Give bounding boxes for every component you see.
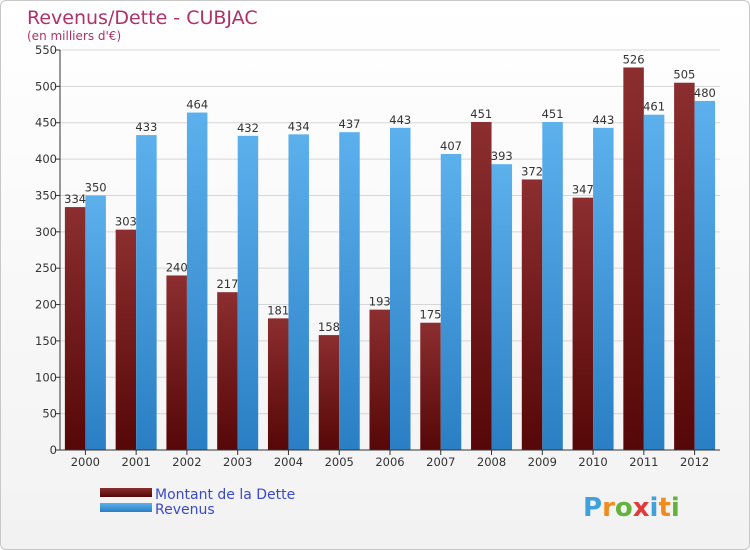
data-label-revenus-2006: 443 <box>389 113 411 127</box>
data-label-dette-2004: 181 <box>267 303 289 317</box>
y-tick-label: 400 <box>35 152 57 166</box>
y-tick-label: 50 <box>42 407 57 421</box>
bar-revenus-2011 <box>643 114 665 451</box>
bar-dette-2010 <box>572 197 594 450</box>
y-axis-ticks: 0 50 100 150 200 250 300 350 400 450 500 550 <box>35 43 60 457</box>
x-axis-ticks: 2000 2001 2002 2003 2004 2005 2006 2007 2008 2009… <box>71 450 709 469</box>
logo-letter: t <box>658 493 670 523</box>
x-tick-label-2012: 2012 <box>680 455 709 469</box>
bar-revenus-2010 <box>593 127 614 451</box>
bar-revenus-2012 <box>694 100 716 450</box>
data-label-dette-2010: 347 <box>572 183 594 197</box>
x-tick-label-2000: 2000 <box>71 455 100 469</box>
bar-dette-2001 <box>115 229 137 450</box>
x-tick-label-2004: 2004 <box>274 455 303 469</box>
logo-letter: i <box>671 493 680 523</box>
data-label-dette-2008: 451 <box>470 107 492 121</box>
chart-subtitle: (en milliers d'€) <box>27 29 121 43</box>
y-tick-label: 350 <box>35 188 57 202</box>
x-tick-label-2006: 2006 <box>375 455 404 469</box>
data-label-revenus-2007: 407 <box>440 139 462 153</box>
data-label-dette-2012: 505 <box>673 68 695 82</box>
x-tick-label-2008: 2008 <box>477 455 506 469</box>
data-label-revenus-2000: 350 <box>85 180 107 194</box>
x-tick-label-2009: 2009 <box>528 455 557 469</box>
logo-letter: i <box>650 493 659 523</box>
bar-dette-2006 <box>369 309 390 450</box>
data-label-dette-2003: 217 <box>216 277 238 291</box>
bar-dette-2003 <box>217 292 238 450</box>
bar-revenus-2006 <box>390 127 411 451</box>
y-tick-label: 300 <box>35 225 57 239</box>
chart-title: Revenus/Dette - CUBJAC <box>27 7 258 29</box>
bar-dette-2000 <box>64 207 86 450</box>
bar-revenus-2003 <box>237 135 259 450</box>
logo-letter: o <box>615 493 633 523</box>
data-label-dette-2000: 334 <box>64 192 86 206</box>
x-tick-label-2007: 2007 <box>426 455 455 469</box>
bar-revenus-2005 <box>339 132 360 450</box>
data-label-dette-2007: 175 <box>420 308 442 322</box>
y-tick-label: 150 <box>35 334 57 348</box>
x-tick-label-2011: 2011 <box>629 455 658 469</box>
y-tick-label: 550 <box>35 43 57 57</box>
logo-letter: P <box>583 493 602 523</box>
bar-revenus-2004 <box>288 134 309 450</box>
bar-dette-2002 <box>166 275 187 450</box>
data-label-revenus-2010: 443 <box>592 113 614 127</box>
y-tick-label: 450 <box>35 116 57 130</box>
logo-letter: r <box>602 493 615 523</box>
data-label-revenus-2008: 393 <box>491 149 513 163</box>
bar-dette-2007 <box>420 322 441 450</box>
y-tick-label: 0 <box>50 443 57 457</box>
bar-dette-2012 <box>674 82 695 451</box>
data-label-dette-2011: 526 <box>623 52 645 66</box>
x-tick-label-2005: 2005 <box>325 455 354 469</box>
y-tick-label: 100 <box>35 370 57 384</box>
x-tick-label-2010: 2010 <box>578 455 607 469</box>
bar-dette-2004 <box>267 318 289 450</box>
bar-dette-2008 <box>471 122 492 450</box>
data-label-dette-2005: 158 <box>318 320 340 334</box>
logo-letter: x <box>633 493 650 523</box>
legend-label-revenus: Revenus <box>155 502 215 518</box>
y-tick-label: 500 <box>35 79 57 93</box>
bar-dette-2005 <box>318 335 340 450</box>
data-label-dette-2006: 193 <box>369 295 391 309</box>
y-tick-label: 250 <box>35 261 57 275</box>
data-label-revenus-2012: 480 <box>694 86 716 100</box>
proxiti-logo: Proxiti <box>583 493 680 523</box>
data-label-revenus-2002: 464 <box>186 98 208 112</box>
data-label-revenus-2009: 451 <box>542 107 564 121</box>
bar-revenus-2000 <box>85 195 106 450</box>
data-label-revenus-2011: 461 <box>643 100 665 114</box>
bar-revenus-2002 <box>186 112 208 450</box>
data-label-revenus-2003: 432 <box>237 121 259 135</box>
data-label-revenus-2005: 437 <box>339 117 361 131</box>
bar-dette-2009 <box>521 179 543 451</box>
legend-swatch-debt <box>100 488 152 497</box>
axes <box>59 50 720 451</box>
y-tick-label: 200 <box>35 298 57 312</box>
x-tick-label-2003: 2003 <box>223 455 252 469</box>
bar-revenus-2007 <box>440 154 462 450</box>
legend-label-debt: Montant de la Dette <box>155 487 295 503</box>
bar-revenus-2001 <box>136 135 157 450</box>
data-label-revenus-2001: 433 <box>135 120 157 134</box>
bar-dette-2011 <box>623 67 644 451</box>
x-tick-label-2001: 2001 <box>122 455 151 469</box>
proxiti-logo-text: Proxiti <box>583 493 680 523</box>
bar-revenus-2008 <box>491 164 513 450</box>
x-tick-label-2002: 2002 <box>172 455 201 469</box>
data-label-revenus-2004: 434 <box>288 119 310 133</box>
data-label-dette-2001: 303 <box>115 215 137 229</box>
bars <box>64 67 716 451</box>
bar-revenus-2009 <box>542 122 563 450</box>
data-label-dette-2002: 240 <box>166 260 188 274</box>
legend-swatch-revenus <box>100 503 152 512</box>
data-label-dette-2009: 372 <box>521 164 543 178</box>
